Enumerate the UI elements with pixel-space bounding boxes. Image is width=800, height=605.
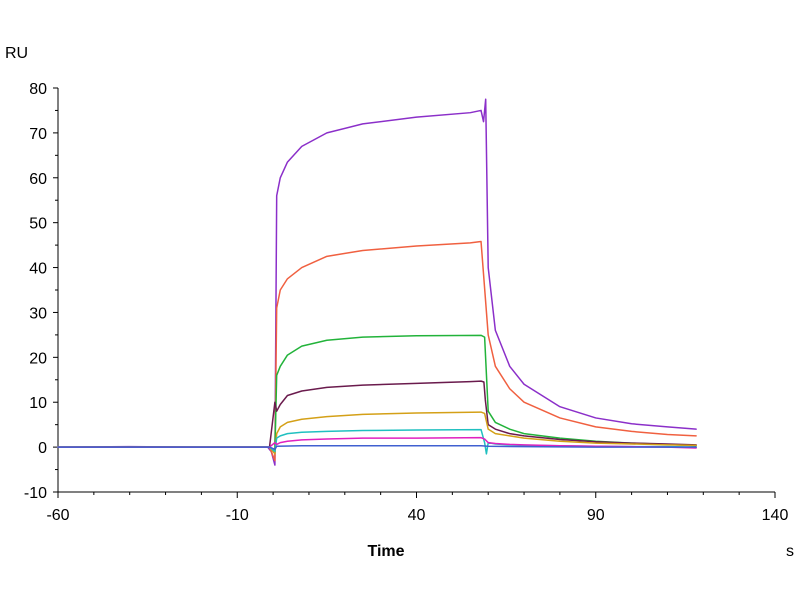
y-tick-label: 50 xyxy=(29,216,47,233)
y-tick-label: -10 xyxy=(24,485,47,502)
y-tick-label: 10 xyxy=(29,395,47,412)
series-line-7 xyxy=(57,436,697,449)
series-line-8 xyxy=(57,445,697,451)
x-tick-label: 140 xyxy=(762,507,789,524)
series-lines xyxy=(57,98,697,466)
y-tick-label: 40 xyxy=(29,261,47,278)
series-line-3 xyxy=(57,334,697,453)
x-axis-title: Time xyxy=(367,543,404,560)
y-tick-label: 60 xyxy=(29,171,47,188)
y-unit-label: RU xyxy=(5,45,28,62)
series-line-4 xyxy=(57,380,697,448)
x-tick-label: -60 xyxy=(46,507,69,524)
x-tick-label: 40 xyxy=(408,507,426,524)
y-tick-label: 70 xyxy=(29,126,47,143)
axes: -10 0 10 20 30 40 50 60 70 80 -60 -10 40 90 140 xyxy=(24,81,789,524)
x-unit-label: s xyxy=(786,543,794,560)
x-tick-label: 90 xyxy=(587,507,605,524)
series-line-1 xyxy=(57,98,697,466)
y-tick-label: 30 xyxy=(29,305,47,322)
y-tick-label: 80 xyxy=(29,81,47,98)
y-tick-label: 0 xyxy=(38,440,47,457)
y-tick-label: 20 xyxy=(29,350,47,367)
series-line-2 xyxy=(57,240,697,462)
x-tick-label: -10 xyxy=(226,507,249,524)
